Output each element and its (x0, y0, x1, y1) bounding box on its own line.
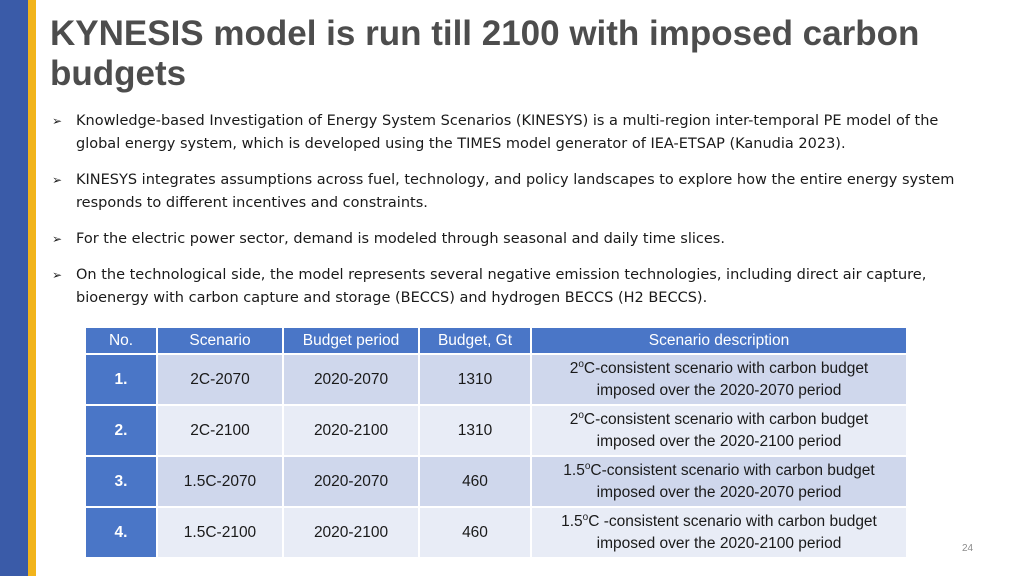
desc-line2: imposed over the 2020-2070 period (596, 381, 842, 399)
row-number: 2. (84, 404, 158, 457)
bullet-item: ➢ KINESYS integrates assumptions across … (52, 169, 982, 215)
desc-line1: C-consistent scenario with carbon budget (583, 410, 869, 428)
row-number: 4. (84, 506, 158, 559)
table-row: 2. 2C-2100 2020-2100 1310 2oC-consistent… (84, 404, 908, 457)
desc-line1: C-consistent scenario with carbon budget (583, 359, 869, 377)
bullet-item: ➢ For the electric power sector, demand … (52, 228, 982, 251)
table-header-row: No. Scenario Budget period Budget, Gt Sc… (84, 326, 908, 355)
desc-line2: imposed over the 2020-2100 period (596, 534, 842, 552)
scenario-cell: 2C-2070 (156, 353, 284, 406)
description-cell: 2oC-consistent scenario with carbon budg… (530, 353, 908, 406)
header-budget-period: Budget period (282, 326, 420, 355)
arrow-bullet-icon: ➢ (52, 268, 63, 282)
budget-cell: 1310 (418, 404, 532, 457)
header-scenario: Scenario (156, 326, 284, 355)
degree-superscript: o (582, 511, 589, 523)
bullet-text: For the electric power sector, demand is… (76, 231, 725, 247)
slide-title: KYNESIS model is run till 2100 with impo… (50, 14, 920, 93)
bullet-list: ➢ Knowledge-based Investigation of Energ… (52, 110, 982, 323)
bullet-text: KINESYS integrates assumptions across fu… (76, 172, 955, 211)
budget-period-cell: 2020-2070 (282, 455, 420, 508)
desc-line2: imposed over the 2020-2070 period (596, 483, 842, 501)
desc-line1: C-consistent scenario with carbon budget (590, 461, 875, 479)
header-no: No. (84, 326, 158, 355)
degree-superscript: o (578, 409, 584, 421)
budget-period-cell: 2020-2100 (282, 506, 420, 559)
budget-period-cell: 2020-2070 (282, 353, 420, 406)
scenario-cell: 1.5C-2070 (156, 455, 284, 508)
desc-prefix: 1.5 (561, 512, 583, 530)
budget-cell: 1310 (418, 353, 532, 406)
bullet-item: ➢ On the technological side, the model r… (52, 264, 982, 310)
header-description: Scenario description (530, 326, 908, 355)
budget-cell: 460 (418, 506, 532, 559)
bullet-text: Knowledge-based Investigation of Energy … (76, 113, 939, 152)
scenario-table: No. Scenario Budget period Budget, Gt Sc… (84, 326, 908, 559)
description-cell: 1.5oC-consistent scenario with carbon bu… (530, 455, 908, 508)
header-budget: Budget, Gt (418, 326, 532, 355)
desc-line2: imposed over the 2020-2100 period (596, 432, 842, 450)
row-number: 1. (84, 353, 158, 406)
description-cell: 2oC-consistent scenario with carbon budg… (530, 404, 908, 457)
row-number: 3. (84, 455, 158, 508)
table-row: 3. 1.5C-2070 2020-2070 460 1.5oC-consist… (84, 455, 908, 508)
page-number: 24 (962, 543, 974, 554)
scenario-cell: 1.5C-2100 (156, 506, 284, 559)
bullet-item: ➢ Knowledge-based Investigation of Energ… (52, 110, 982, 156)
left-accent-bar (0, 0, 28, 576)
degree-superscript: o (584, 460, 591, 472)
degree-superscript: o (578, 358, 584, 370)
budget-period-cell: 2020-2100 (282, 404, 420, 457)
table-row: 1. 2C-2070 2020-2070 1310 2oC-consistent… (84, 353, 908, 406)
desc-line1: C -consistent scenario with carbon budge… (588, 512, 877, 530)
table-row: 4. 1.5C-2100 2020-2100 460 1.5oC -consis… (84, 506, 908, 559)
arrow-bullet-icon: ➢ (52, 173, 63, 187)
description-cell: 1.5oC -consistent scenario with carbon b… (530, 506, 908, 559)
arrow-bullet-icon: ➢ (52, 114, 63, 128)
desc-prefix: 2 (569, 410, 579, 428)
desc-prefix: 2 (569, 359, 579, 377)
left-accent-stripe (28, 0, 36, 576)
desc-prefix: 1.5 (563, 461, 585, 479)
arrow-bullet-icon: ➢ (52, 232, 63, 246)
scenario-cell: 2C-2100 (156, 404, 284, 457)
bullet-text: On the technological side, the model rep… (76, 267, 927, 306)
budget-cell: 460 (418, 455, 532, 508)
